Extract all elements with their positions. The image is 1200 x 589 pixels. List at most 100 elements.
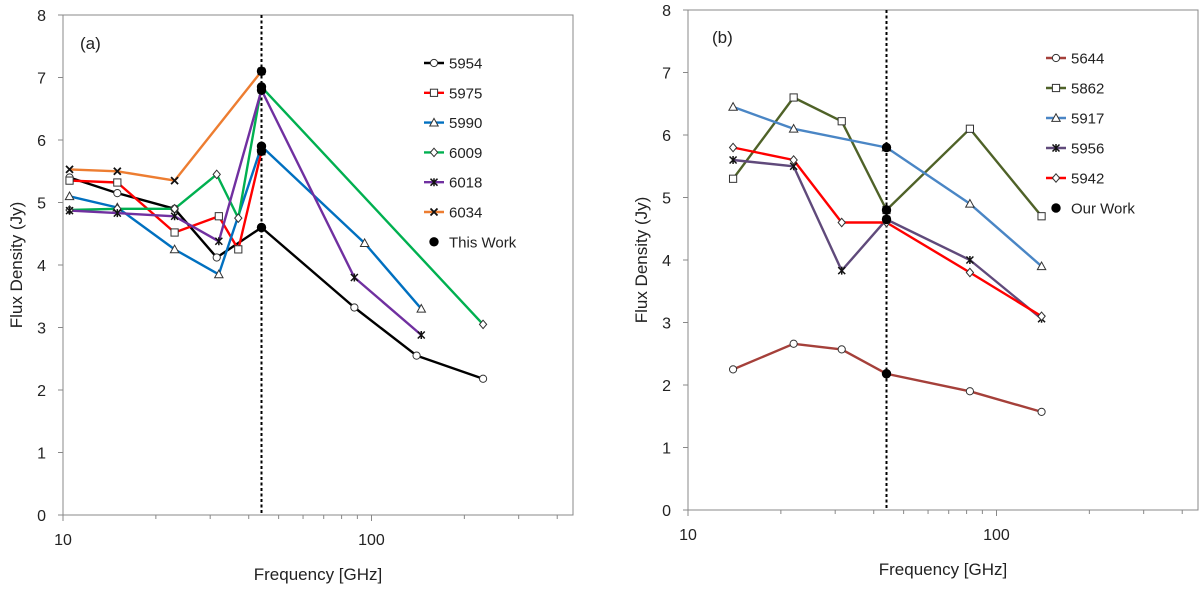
chart-panel-a: 0 1 2 3 4 5 6 7 8 10 100 Frequency [GHz] Flux Densit… bbox=[7, 8, 574, 584]
y-tick-label: 6 bbox=[37, 133, 46, 150]
y-tick-label: 1 bbox=[662, 441, 671, 458]
plot-area bbox=[62, 14, 574, 516]
legend-entry: 5956 bbox=[1046, 141, 1104, 158]
legend-marker bbox=[1050, 112, 1062, 122]
data-point bbox=[417, 330, 426, 340]
data-point bbox=[113, 209, 122, 218]
highlight-point bbox=[256, 85, 267, 95]
data-point bbox=[214, 237, 223, 246]
data-point bbox=[478, 319, 488, 330]
legend-label: Our Work bbox=[1071, 201, 1135, 218]
highlight-points bbox=[881, 142, 892, 379]
legend-label: 5990 bbox=[449, 115, 482, 132]
series-6034 bbox=[69, 70, 263, 182]
data-point bbox=[212, 169, 221, 180]
legend-entry: This Work bbox=[429, 234, 517, 251]
y-tick-label: 3 bbox=[662, 316, 671, 333]
data-point bbox=[65, 165, 74, 174]
highlight-point bbox=[881, 369, 892, 379]
y-tick-label: 4 bbox=[662, 253, 671, 270]
legend: 5954 5975 5990 6009 6018 6034 This Work bbox=[424, 56, 517, 251]
data-point bbox=[416, 303, 427, 313]
y-tick-label: 5 bbox=[37, 196, 46, 213]
legend-entry: 5942 bbox=[1046, 171, 1104, 188]
data-point bbox=[728, 101, 739, 111]
data-point bbox=[170, 176, 179, 185]
legend-label: 6009 bbox=[449, 145, 482, 162]
y-tick-label: 6 bbox=[662, 128, 671, 145]
highlight-point bbox=[256, 66, 267, 76]
legend-marker bbox=[429, 207, 439, 217]
highlight-point bbox=[881, 142, 892, 153]
data-point bbox=[964, 198, 975, 208]
panel-label: (b) bbox=[712, 28, 733, 47]
legend-entry: 6009 bbox=[424, 145, 482, 162]
y-tick-label: 5 bbox=[662, 191, 671, 208]
series-line-5975 bbox=[69, 151, 263, 251]
data-point bbox=[213, 269, 224, 279]
data-point bbox=[169, 244, 180, 254]
data-point bbox=[837, 266, 846, 275]
data-point bbox=[170, 212, 179, 221]
x-tick-label: 100 bbox=[983, 527, 1010, 544]
data-point bbox=[728, 365, 738, 374]
series-line-6018 bbox=[69, 88, 423, 336]
y-tick-label: 0 bbox=[37, 508, 46, 525]
legend-marker bbox=[429, 237, 439, 247]
series-line-6034 bbox=[69, 70, 263, 182]
data-point bbox=[789, 93, 798, 102]
legend-label: This Work bbox=[449, 234, 517, 251]
series-line-5956 bbox=[732, 158, 1043, 320]
legend-label: 6018 bbox=[449, 175, 482, 192]
legend-marker bbox=[1051, 173, 1061, 183]
legend-marker bbox=[429, 178, 439, 187]
series-5956 bbox=[732, 158, 1043, 320]
data-point bbox=[789, 155, 798, 165]
panel-label: (a) bbox=[80, 34, 101, 53]
data-point bbox=[837, 345, 846, 354]
legend-marker bbox=[1051, 53, 1061, 63]
legend-entry: 5917 bbox=[1046, 111, 1104, 128]
legend-entry: Our Work bbox=[1051, 201, 1135, 218]
highlight-point bbox=[881, 205, 892, 215]
x-axis-label: Frequency [GHz] bbox=[879, 560, 1008, 579]
data-point bbox=[113, 178, 122, 187]
data-point bbox=[234, 245, 243, 254]
legend-label: 5644 bbox=[1071, 51, 1104, 68]
legend-label: 5862 bbox=[1071, 81, 1104, 98]
data-point bbox=[350, 273, 359, 282]
highlight-point bbox=[256, 222, 267, 233]
y-tick-label: 3 bbox=[37, 321, 46, 338]
data-point bbox=[64, 191, 75, 201]
legend-entry: 6018 bbox=[424, 175, 482, 192]
data-point bbox=[965, 387, 975, 396]
series-line-5644 bbox=[732, 342, 1042, 414]
series-markers-6034 bbox=[65, 67, 266, 185]
data-point bbox=[214, 212, 223, 221]
series-6018 bbox=[69, 88, 423, 336]
legend-marker bbox=[1051, 83, 1061, 93]
x-tick-label: 10 bbox=[54, 532, 72, 549]
y-tick-label: 7 bbox=[37, 71, 46, 88]
legend: 5644 5862 5917 5956 5942 Our Work bbox=[1046, 51, 1135, 218]
legend-marker bbox=[429, 147, 439, 158]
legend-label: 5917 bbox=[1071, 111, 1104, 128]
plot-area bbox=[687, 9, 1199, 511]
legend-label: 6034 bbox=[449, 205, 482, 222]
y-tick-label: 8 bbox=[37, 8, 46, 25]
data-point bbox=[412, 351, 421, 360]
y-tick-label: 2 bbox=[662, 378, 671, 395]
data-point bbox=[965, 255, 974, 265]
y-tick-label: 7 bbox=[662, 66, 671, 83]
legend-marker bbox=[1051, 203, 1061, 213]
legend-marker bbox=[1051, 143, 1061, 153]
highlight-point bbox=[881, 214, 892, 225]
y-tick-label: 1 bbox=[37, 446, 46, 463]
legend-label: 5956 bbox=[1071, 141, 1104, 158]
series-5990 bbox=[69, 145, 423, 310]
data-point bbox=[788, 123, 799, 133]
data-point bbox=[1037, 311, 1046, 322]
data-point bbox=[728, 142, 738, 153]
legend-entry: 5862 bbox=[1046, 81, 1104, 98]
y-tick-label: 2 bbox=[37, 383, 46, 400]
